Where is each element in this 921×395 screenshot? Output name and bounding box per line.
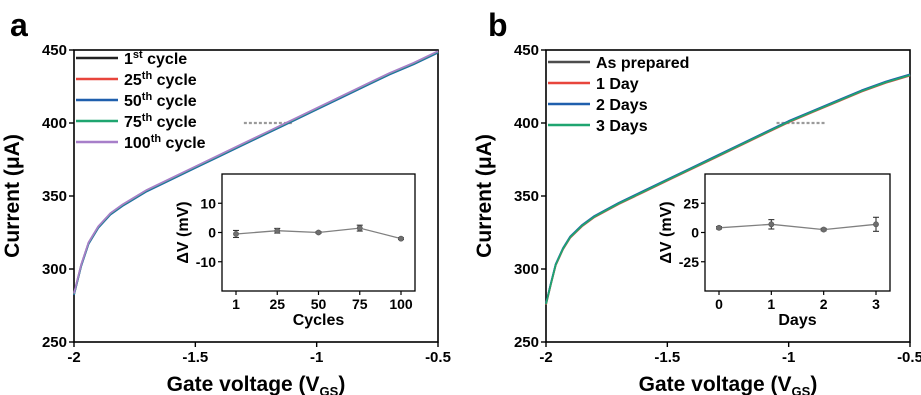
panel-b-inset: -25 0 25 0 1 2 3 Days ΔV (mV) — [658, 173, 891, 329]
panel-b-inset-point — [768, 221, 775, 228]
panel-b-inset-point — [873, 221, 879, 228]
panel-a-inset-y-axis-label: ΔV (mV) — [175, 201, 192, 263]
panel-a-y-axis-label: Current (μA) — [1, 134, 24, 258]
panel-b-inset-point — [716, 224, 722, 231]
panel-b-inset-x-tick-label: 1 — [767, 296, 775, 312]
panel-a-inset-x-tick-label: 75 — [352, 296, 368, 312]
panel-b-inset-x-tick-label: 0 — [715, 296, 723, 312]
panel-a-inset-point — [233, 231, 239, 237]
panel-a-series-line-4 — [73, 50, 439, 294]
panel-a-inset-x-tick-label: 25 — [269, 296, 285, 312]
panel-a-inset-y-tick-label: 0 — [208, 225, 216, 241]
panel-a-inset-x-tick-label: 50 — [311, 296, 327, 312]
panel-a-x-tick-label: -2 — [67, 349, 80, 366]
panel-a-inset-y-tick-label: 10 — [200, 195, 216, 211]
panel-a-legend-label-1: 25th cycle — [124, 70, 197, 89]
panel-a-inset-point — [356, 225, 363, 232]
panel-b-x-tick-label: -1.5 — [654, 349, 680, 366]
panel-a-inset-x-tick-label: 1 — [232, 296, 240, 312]
panel-b-x-axis-label: Gate voltage (VGS) — [639, 373, 818, 395]
panel-a-legend-label-3: 75th cycle — [124, 112, 197, 131]
panel-a-y-tick-label: 300 — [42, 261, 67, 278]
panel-b-y-tick-label: 450 — [514, 42, 539, 59]
panel-b-y-tick-label: 250 — [514, 334, 539, 351]
panel-a-inset-x-tick-label: 100 — [389, 296, 413, 312]
panel-b-inset-point — [820, 226, 827, 233]
panel-b-letter: b — [488, 7, 508, 43]
panel-b-inset-x-tick-label: 2 — [820, 296, 828, 312]
panel-a-inset-y-tick-label: -10 — [196, 254, 216, 270]
panel-a-inset-x-axis-label: Cycles — [293, 312, 345, 329]
panel-a-inset: -10 0 10 1 25 50 75 100 Cycles ΔV (mV) — [175, 173, 416, 329]
panel-a-x-tick-label: -1 — [310, 349, 323, 366]
panel-a-inset-point — [274, 227, 281, 234]
panel-b-y-tick-label: 300 — [514, 261, 539, 278]
panel-b-inset-x-axis-label: Days — [778, 312, 816, 329]
panel-a-y-tick-label: 450 — [42, 42, 67, 59]
panel-b-inset-frame — [704, 173, 891, 292]
panel-b-inset-x-tick-label: 3 — [872, 296, 880, 312]
panel-a-legend-label-2: 50th cycle — [124, 91, 197, 110]
panel-b-legend-label-3: 3 Days — [596, 118, 648, 135]
panel-a-legend-label-0: 1st cycle — [124, 49, 187, 68]
panel-b-x-tick-label: -1 — [782, 349, 795, 366]
panel-b-inset-y-tick-label: 0 — [691, 225, 699, 241]
panel-a-y-tick-label: 250 — [42, 334, 67, 351]
panel-a-inset-point — [398, 235, 404, 242]
panel-a-y-tick-label: 400 — [42, 115, 67, 132]
panel-b-series-line-3 — [545, 74, 911, 305]
panel-b-inset-y-tick-label: -25 — [679, 254, 699, 270]
panel-b-x-tick-label: -2 — [539, 349, 552, 366]
panel-b-legend-label-0: As prepared — [596, 55, 689, 72]
panel-a-y-tick-label: 350 — [42, 188, 67, 205]
panel-b-legend-label-2: 2 Days — [596, 97, 648, 114]
panel-a-x-axis-label: Gate voltage (VGS) — [167, 373, 346, 395]
panel-a-letter: a — [10, 7, 28, 43]
panel-b-y-tick-label: 400 — [514, 115, 539, 132]
panel-a-inset-point — [315, 229, 322, 236]
panel-b-y-tick-label: 350 — [514, 188, 539, 205]
panel-a-x-tick-label: -1.5 — [182, 349, 208, 366]
panel-b-legend-label-1: 1 Day — [596, 76, 639, 93]
panel-b-x-tick-label: -0.5 — [897, 349, 921, 366]
panel-b-inset-line — [718, 223, 877, 231]
panel-a-x-tick-label: -0.5 — [425, 349, 451, 366]
panel-b-y-axis-label: Current (μA) — [473, 134, 496, 258]
panel-a-legend-label-4: 100th cycle — [124, 133, 206, 152]
panel-b-inset-y-tick-label: 25 — [683, 195, 699, 211]
panel-b-inset-y-axis-label: ΔV (mV) — [658, 201, 675, 263]
